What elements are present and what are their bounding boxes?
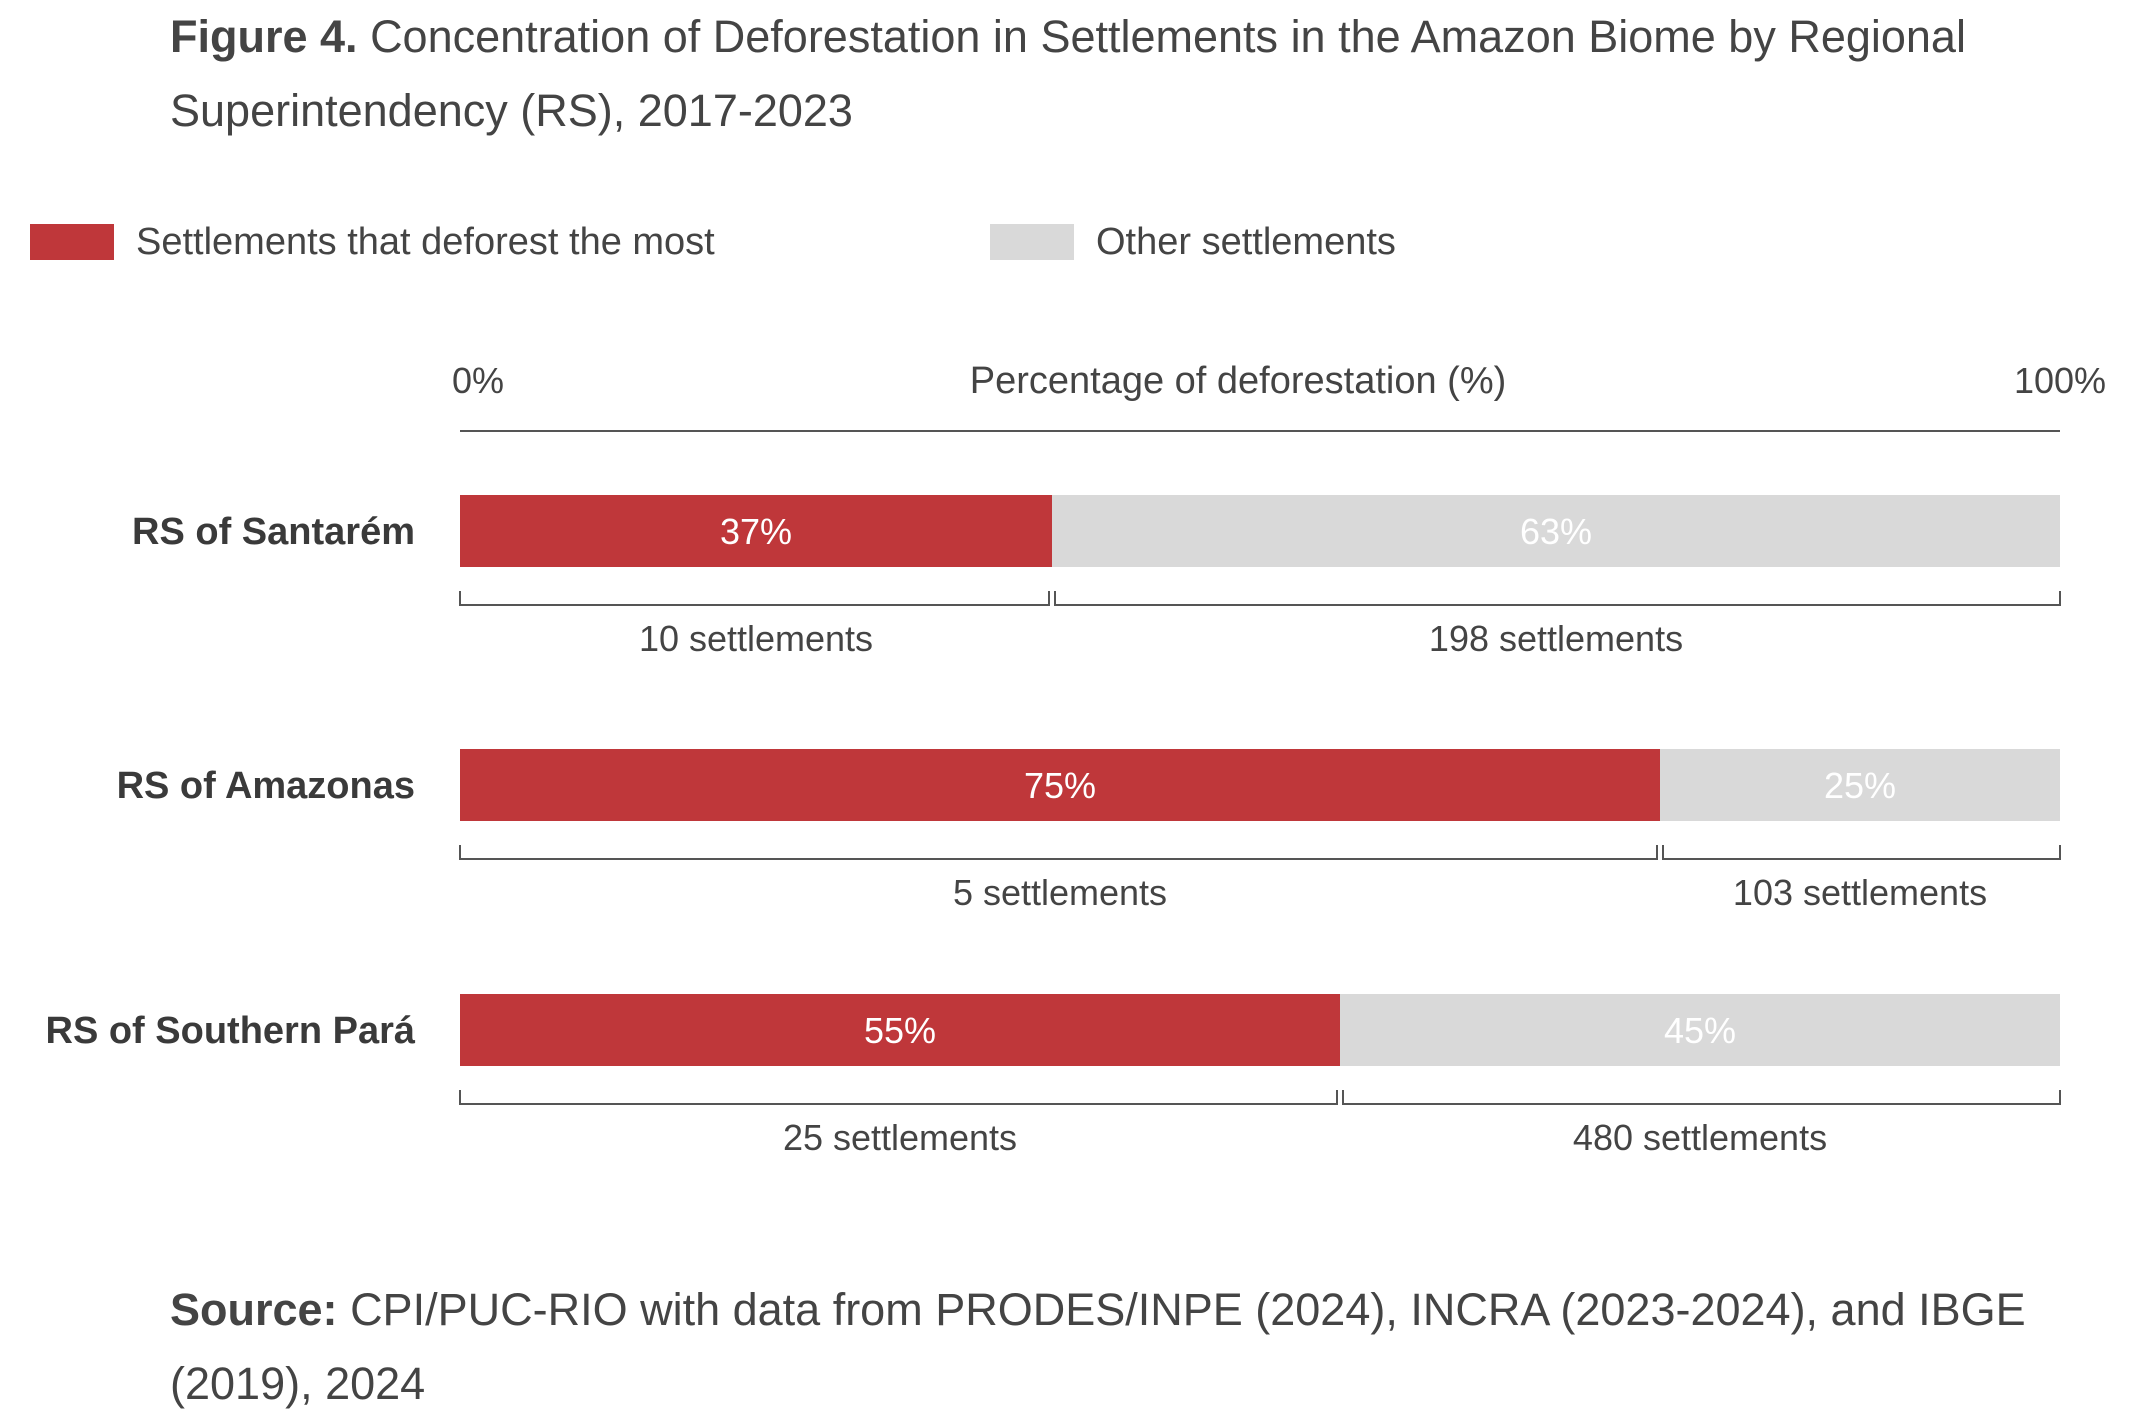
- category-label-rs-of-amazonas: RS of Amazonas: [117, 765, 415, 807]
- legend-item-other: Other settlements: [990, 220, 1396, 263]
- stacked-bar-chart: 0% Percentage of deforestation (%) 100% …: [46, 360, 2107, 1158]
- bracket-rs-of-amazonas-top: [459, 845, 1658, 860]
- bracket-rs-of-santarem-top: [459, 591, 1050, 606]
- bar-rs-of-santarem-other: [1052, 495, 2060, 567]
- bar-rs-of-southern-para-top: [460, 994, 1340, 1066]
- legend-item-top: Settlements that deforest the most: [30, 220, 715, 263]
- source-label: Source:: [170, 1284, 338, 1335]
- legend-label-other: Other settlements: [1096, 220, 1396, 263]
- chart-title: Figure 4. Concentration of Deforestation…: [170, 0, 2070, 148]
- data-label-rs-of-southern-para-top: 55%: [864, 1010, 936, 1051]
- bars-group: RS of Santarém 37% 10 settlements 63% 198 se…: [46, 495, 2061, 1158]
- settlement-count-rs-of-amazonas-top: 5 settlements: [953, 872, 1167, 913]
- legend-label-top: Settlements that deforest the most: [136, 220, 715, 263]
- data-label-rs-of-santarem-other: 63%: [1520, 511, 1592, 552]
- x-axis-label: Percentage of deforestation (%): [970, 360, 1507, 402]
- bracket-rs-of-southern-para-top: [459, 1090, 1338, 1105]
- source-text: CPI/PUC-RIO with data from PRODES/INPE (…: [170, 1284, 2026, 1409]
- bar-rs-of-southern-para-other: [1340, 994, 2060, 1066]
- figure-caption: Concentration of Deforestation in Settle…: [170, 11, 1966, 136]
- settlement-count-rs-of-amazonas-other: 103 settlements: [1733, 872, 1987, 913]
- legend: Settlements that deforest the most Other…: [0, 220, 2131, 263]
- settlement-count-rs-of-santarem-top: 10 settlements: [639, 618, 873, 659]
- bar-rs-of-amazonas-other: [1660, 749, 2060, 821]
- legend-swatch-other: [990, 224, 1074, 260]
- data-label-rs-of-amazonas-top: 75%: [1024, 765, 1096, 806]
- bar-rs-of-santarem-top: [460, 495, 1052, 567]
- settlement-count-rs-of-santarem-other: 198 settlements: [1429, 618, 1683, 659]
- figure-number: Figure 4.: [170, 11, 358, 62]
- category-label-rs-of-santarem: RS of Santarém: [132, 511, 415, 553]
- x-tick-label-0: 0%: [452, 360, 504, 401]
- data-label-rs-of-southern-para-other: 45%: [1664, 1010, 1736, 1051]
- x-tick-label-100: 100%: [2014, 360, 2106, 401]
- data-label-rs-of-santarem-top: 37%: [720, 511, 792, 552]
- bracket-rs-of-santarem-other: [1054, 591, 2061, 606]
- legend-swatch-top: [30, 224, 114, 260]
- category-label-rs-of-southern-para: RS of Southern Pará: [46, 1010, 416, 1052]
- bracket-rs-of-southern-para-other: [1342, 1090, 2061, 1105]
- settlement-count-rs-of-southern-para-other: 480 settlements: [1573, 1117, 1827, 1158]
- settlement-count-rs-of-southern-para-top: 25 settlements: [783, 1117, 1017, 1158]
- bracket-rs-of-amazonas-other: [1662, 845, 2061, 860]
- data-label-rs-of-amazonas-other: 25%: [1824, 765, 1896, 806]
- bar-rs-of-amazonas-top: [460, 749, 1660, 821]
